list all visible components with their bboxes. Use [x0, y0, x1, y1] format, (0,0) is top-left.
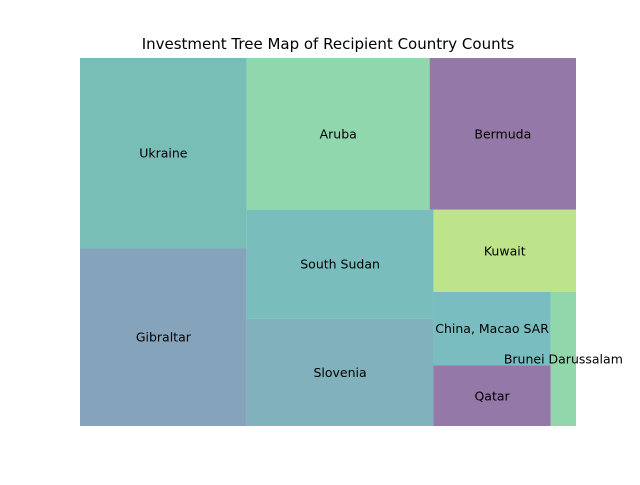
tile-qatar	[433, 365, 551, 426]
tile-label: Brunei Darussalam	[504, 351, 623, 366]
tile-label: Aruba	[320, 126, 357, 141]
tile-gibraltar	[80, 248, 247, 426]
tile-aruba	[246, 58, 430, 210]
treemap-tiles	[80, 58, 576, 426]
tile-kuwait	[433, 209, 576, 292]
tile-label: Ukraine	[139, 146, 188, 161]
treemap-labels: Ukraine Gibraltar Aruba Bermuda South Sudan S…	[136, 126, 623, 403]
tile-label: Kuwait	[484, 243, 526, 258]
tile-ukraine	[80, 58, 247, 249]
tile-label: Slovenia	[313, 365, 366, 380]
tile-slovenia	[246, 318, 434, 426]
tile-label: Qatar	[474, 388, 510, 403]
tile-brunei-darussalam	[550, 291, 576, 426]
tile-label: Bermuda	[474, 126, 531, 141]
tile-label: China, Macao SAR	[435, 321, 549, 336]
chart-title: Investment Tree Map of Recipient Country…	[142, 35, 515, 53]
tile-china-macao-sar	[433, 291, 551, 366]
tile-label: South Sudan	[300, 257, 380, 272]
tile-south-sudan	[246, 209, 434, 319]
tile-label: Gibraltar	[136, 330, 192, 345]
tile-bermuda	[429, 58, 576, 210]
